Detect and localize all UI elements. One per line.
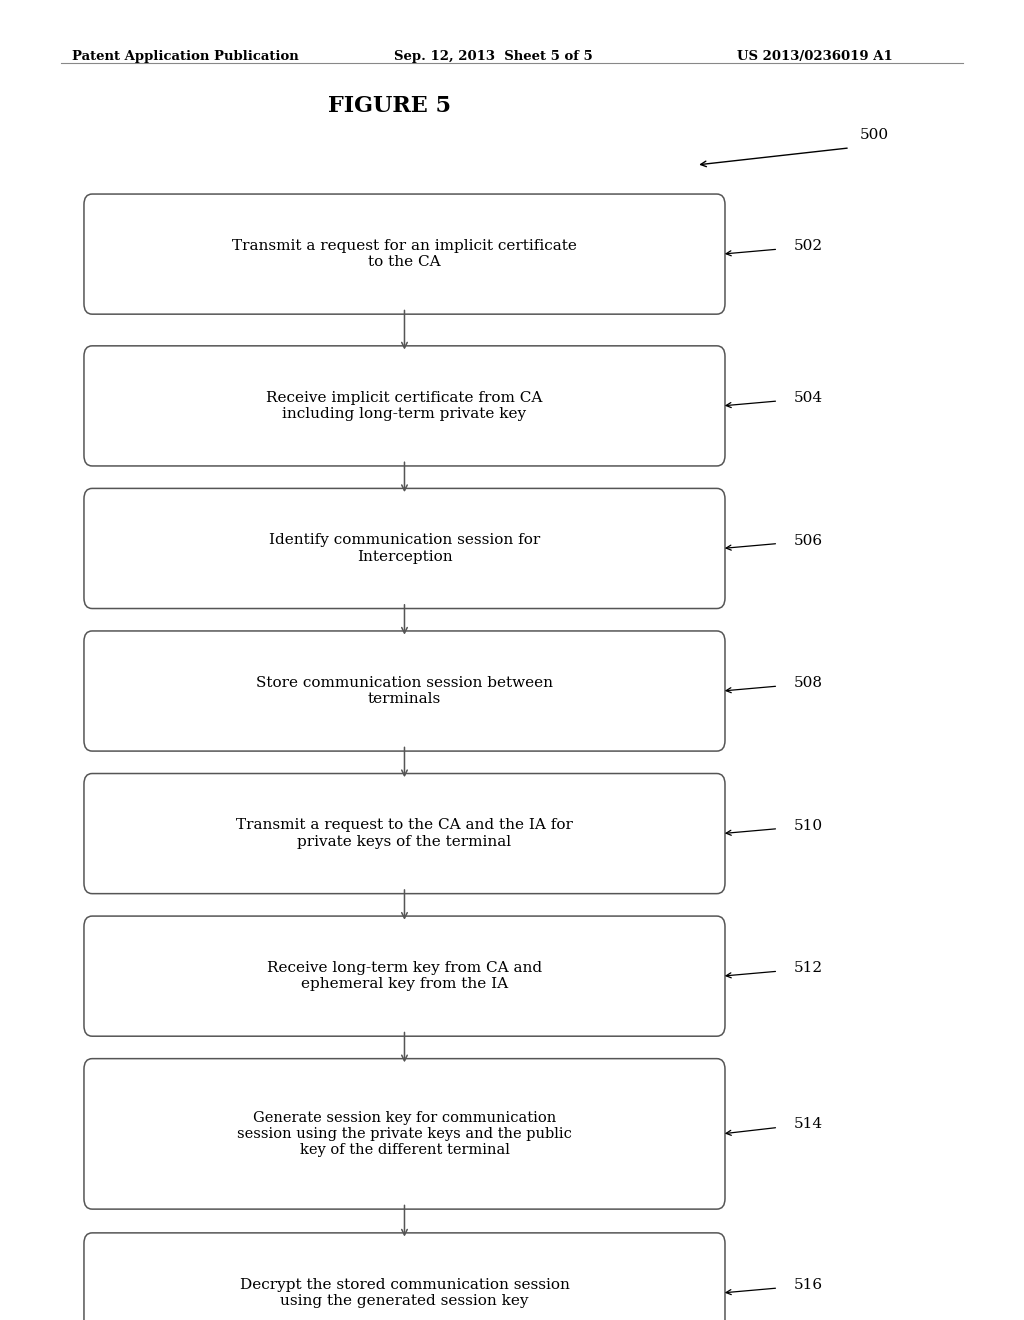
FancyBboxPatch shape <box>84 346 725 466</box>
Text: 500: 500 <box>860 128 889 141</box>
FancyBboxPatch shape <box>84 916 725 1036</box>
FancyBboxPatch shape <box>84 488 725 609</box>
Text: 508: 508 <box>794 676 822 690</box>
FancyBboxPatch shape <box>84 631 725 751</box>
Text: Decrypt the stored communication session
using the generated session key: Decrypt the stored communication session… <box>240 1278 569 1308</box>
FancyBboxPatch shape <box>84 774 725 894</box>
Text: 504: 504 <box>794 391 822 405</box>
Text: Receive long-term key from CA and
ephemeral key from the IA: Receive long-term key from CA and epheme… <box>267 961 542 991</box>
Text: Transmit a request to the CA and the IA for
private keys of the terminal: Transmit a request to the CA and the IA … <box>237 818 572 849</box>
Text: 512: 512 <box>794 961 822 975</box>
Text: Store communication session between
terminals: Store communication session between term… <box>256 676 553 706</box>
Text: Identify communication session for
Interception: Identify communication session for Inter… <box>269 533 540 564</box>
Text: 506: 506 <box>794 533 822 548</box>
Text: FIGURE 5: FIGURE 5 <box>328 95 451 116</box>
Text: 502: 502 <box>794 239 822 253</box>
Text: Sep. 12, 2013  Sheet 5 of 5: Sep. 12, 2013 Sheet 5 of 5 <box>394 50 593 63</box>
Text: Generate session key for communication
session using the private keys and the pu: Generate session key for communication s… <box>237 1110 572 1158</box>
FancyBboxPatch shape <box>84 1233 725 1320</box>
Text: Receive implicit certificate from CA
including long-term private key: Receive implicit certificate from CA inc… <box>266 391 543 421</box>
Text: 514: 514 <box>794 1117 822 1130</box>
Text: Transmit a request for an implicit certificate
to the CA: Transmit a request for an implicit certi… <box>232 239 577 269</box>
Text: US 2013/0236019 A1: US 2013/0236019 A1 <box>737 50 893 63</box>
Text: Patent Application Publication: Patent Application Publication <box>72 50 298 63</box>
FancyBboxPatch shape <box>84 1059 725 1209</box>
Text: 516: 516 <box>794 1278 822 1292</box>
FancyBboxPatch shape <box>84 194 725 314</box>
Text: 510: 510 <box>794 818 822 833</box>
